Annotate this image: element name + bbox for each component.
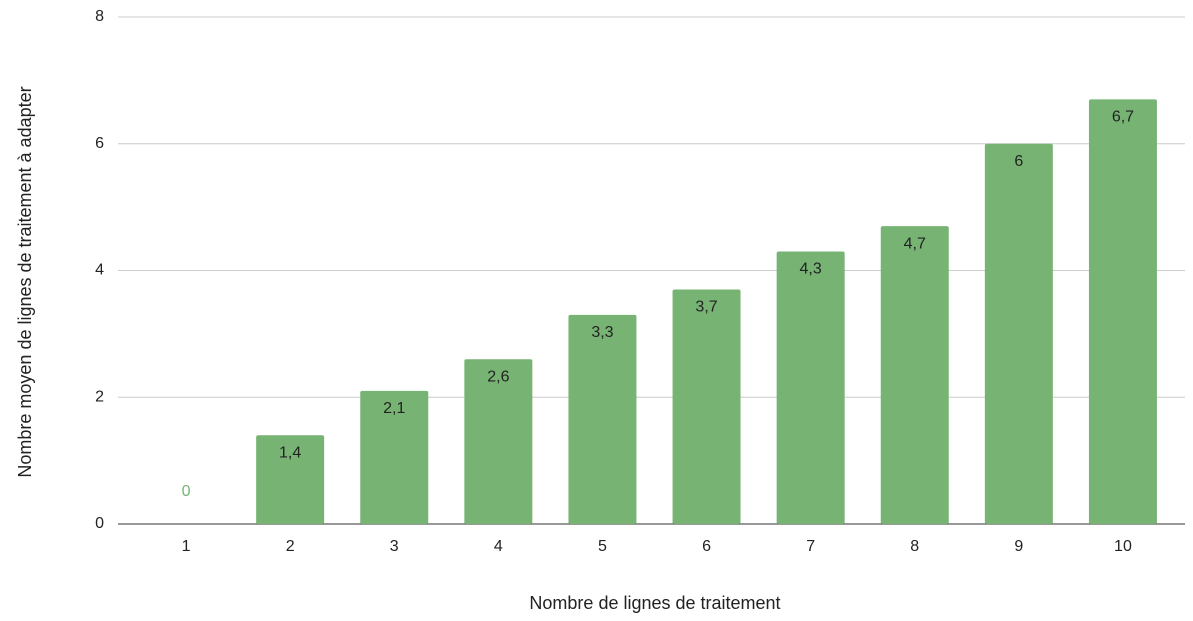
x-axis-title: Nombre de lignes de traitement <box>529 593 780 613</box>
y-tick-label: 6 <box>95 135 104 152</box>
y-axis-title: Nombre moyen de lignes de traitement à a… <box>15 86 35 477</box>
x-tick-label: 6 <box>702 538 711 555</box>
data-label: 4,3 <box>800 261 822 278</box>
bar <box>1088 99 1157 524</box>
data-label: 6,7 <box>1112 109 1134 126</box>
bar <box>984 143 1053 524</box>
x-tick-label: 2 <box>286 538 295 555</box>
y-tick-label: 4 <box>95 262 104 279</box>
x-tick-label: 4 <box>494 538 503 555</box>
y-tick-label: 0 <box>95 515 104 532</box>
bar <box>776 251 845 525</box>
x-tick-label: 9 <box>1014 538 1023 555</box>
bar <box>672 289 741 524</box>
data-label: 4,7 <box>904 235 926 252</box>
data-label: 2,6 <box>487 368 509 385</box>
bar <box>568 314 637 524</box>
bar <box>880 226 949 524</box>
data-label: 0 <box>182 483 191 500</box>
data-label: 3,7 <box>695 299 717 316</box>
x-tick-label: 8 <box>910 538 919 555</box>
x-tick-label: 7 <box>806 538 815 555</box>
data-label: 2,1 <box>383 400 405 417</box>
data-label: 3,3 <box>591 324 613 341</box>
x-tick-label: 1 <box>182 538 191 555</box>
data-label: 1,4 <box>279 444 301 461</box>
x-tick-label: 3 <box>390 538 399 555</box>
x-tick-label: 10 <box>1114 538 1132 555</box>
y-tick-label: 2 <box>95 388 104 405</box>
bar <box>256 435 325 524</box>
y-tick-label: 8 <box>95 8 104 25</box>
x-tick-label: 5 <box>598 538 607 555</box>
data-label: 6 <box>1014 153 1023 170</box>
bar <box>464 359 533 524</box>
bar <box>360 390 429 524</box>
